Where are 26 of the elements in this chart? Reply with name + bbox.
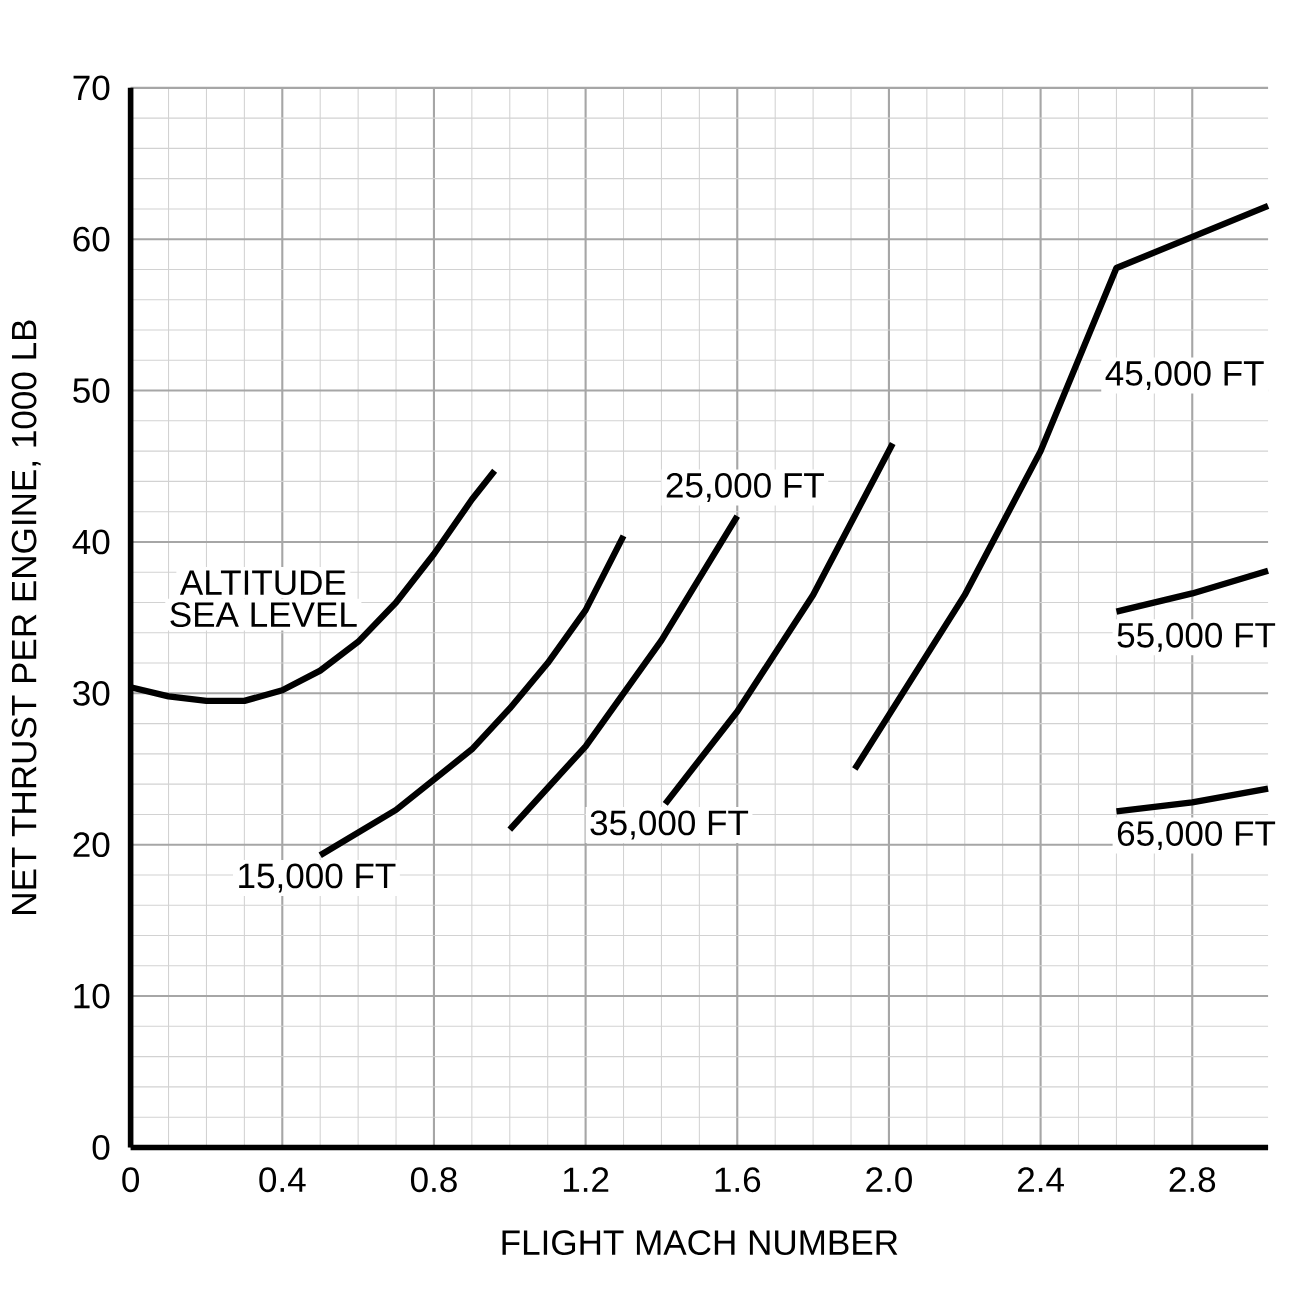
series-label: 35,000 FT [590, 810, 749, 840]
x-tick-label: 0 [122, 1167, 140, 1193]
y-tick-label: 0 [92, 1134, 110, 1160]
series-label: 65,000 FT [1117, 821, 1276, 851]
series-label: SEA LEVEL [170, 602, 357, 627]
x-tick-label: 1.2 [563, 1167, 609, 1192]
series-label: 55,000 FT [1117, 622, 1276, 652]
y-tick-label: 50 [73, 378, 110, 403]
x-tick-label: 1.6 [715, 1167, 761, 1193]
x-axis-title: FLIGHT MACH NUMBER [502, 1230, 898, 1256]
series-label: 15,000 FT [239, 863, 396, 893]
x-tick-label: 0.8 [410, 1167, 457, 1193]
y-tick-label: 70 [73, 75, 110, 101]
series-label: 25,000 FT [666, 472, 824, 502]
annotation: ALTITUDE [179, 570, 346, 595]
y-tick-label: 60 [73, 226, 110, 252]
y-axis-title: NET THRUST PER ENGINE, 1000 LB [11, 320, 41, 914]
y-tick-label: 10 [74, 983, 110, 1009]
series-label: 45,000 FT [1105, 360, 1264, 390]
y-tick-label: 20 [73, 832, 110, 858]
x-tick-label: 2.8 [1169, 1167, 1216, 1193]
x-tick-label: 0.4 [259, 1167, 306, 1193]
x-tick-label: 2.0 [866, 1167, 912, 1193]
x-tick-label: 2.4 [1017, 1167, 1064, 1192]
y-tick-label: 30 [73, 680, 110, 706]
y-tick-label: 40 [72, 529, 110, 555]
